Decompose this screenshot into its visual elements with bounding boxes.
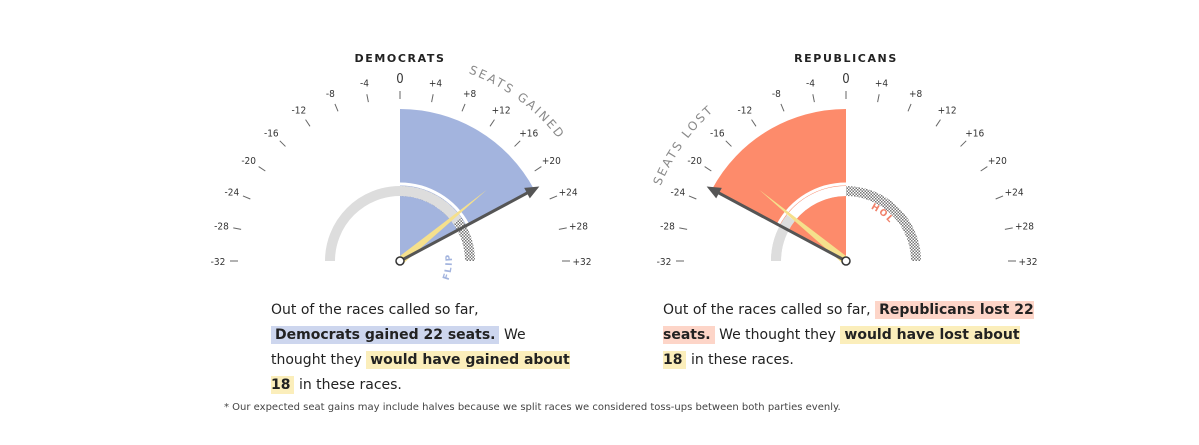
tick-label: -12 [292,106,307,117]
tick-label: -8 [772,89,781,100]
tick-mark [780,103,785,112]
tick-mark [431,94,434,103]
tick-label: +16 [965,128,984,139]
tick-mark [242,195,251,200]
tick-mark [534,166,542,172]
tick-label: +8 [463,89,477,100]
republicans-gauge-panel: REPUBLICANS -32 -28 -24 -20 -16 -12 -8 -4 0 +4 +8 +1… [442,0,1046,400]
tick-label: -32 [657,257,672,268]
gauge-pivot [841,256,851,266]
tick-mark [1004,227,1013,230]
expected-needle [397,189,487,265]
actual-seats-sector [400,109,535,261]
tick-mark [751,119,757,127]
tick-label: +4 [429,78,443,89]
tick-label: +12 [938,106,957,117]
tick-label: 0 [842,72,849,87]
tick-label: +32 [1019,257,1038,268]
tick-label: -28 [660,221,675,232]
inner-track-lower-left [771,214,795,262]
tick-mark [688,195,697,200]
tick-mark [334,103,339,112]
tick-mark [704,166,712,172]
tick-mark [995,195,1004,200]
tick-label: +16 [519,128,538,139]
tick-mark [366,94,369,103]
tick-label: -32 [211,257,226,268]
tick-mark [549,195,558,200]
democrats-gauge-panel: DEMOCRATS -32 -28 -24 -20 -16 -12 -8 -4 0 +4 +8 +12 +… [0,0,600,400]
tick-mark [679,227,688,230]
actual-needle-head [524,186,540,199]
tick-label: -24 [225,187,240,198]
inner-label: FLIP [442,253,455,282]
gauge-pivot [395,256,405,266]
actual-needle [399,189,532,263]
rep-summary-post: in these races. [690,352,794,368]
tick-label: -8 [326,89,335,100]
democrats-summary: Out of the races called so far, Democrat… [271,298,571,398]
tick-mark [907,103,912,112]
tick-label: +24 [559,187,578,198]
tick-mark [233,227,242,230]
tick-label: -16 [710,128,725,139]
actual-seats-sector [711,109,846,261]
democrats-gauge: DEMOCRATS -32 -28 -24 -20 -16 -12 -8 -4 0 +4 +8 +12 +… [211,52,592,282]
actual-needle-head [706,186,722,199]
tick-mark [812,94,815,103]
tick-label: -4 [806,78,815,89]
tick-label: +4 [875,78,889,89]
dem-actual-highlight: Democrats gained 22 seats. [271,326,500,344]
tick-label: -12 [738,106,753,117]
tick-label: -28 [214,221,229,232]
inner-track-positive-hatched [845,186,921,262]
dem-summary-pre: Out of the races called so far, [271,302,479,318]
tick-mark [279,140,286,147]
track-gap [399,182,470,226]
footnote: * Our expected seat gains may include ha… [224,402,841,413]
tick-label: +8 [909,89,923,100]
inner-track-negative [325,186,401,262]
tick-mark [725,140,732,147]
tick-label: -20 [687,156,702,167]
rep-summary-mid: We thought they [719,327,836,343]
inner-track-gap [786,186,847,222]
tick-mark [514,140,521,147]
tick-label: +12 [492,106,511,117]
tick-label: +32 [573,257,592,268]
rep-summary-pre: Out of the races called so far, [663,302,871,318]
tick-mark [960,140,967,147]
tick-label: -4 [360,78,369,89]
republicans-summary: Out of the races called so far, Republic… [663,298,1043,373]
tick-mark [489,119,495,127]
gauge-title: DEMOCRATS [355,52,446,65]
republicans-gauge: REPUBLICANS -32 -28 -24 -20 -16 -12 -8 -4 0 +4 +8 +1… [442,0,1038,268]
tick-mark [258,166,266,172]
tick-label: -20 [241,156,256,167]
tick-mark [980,166,988,172]
tick-label: -24 [671,187,686,198]
gauge-title: REPUBLICANS [794,52,898,65]
tick-mark [305,119,311,127]
dem-summary-post: in these races. [298,377,402,393]
expected-needle [759,189,849,265]
tick-label: -16 [264,128,279,139]
tick-label: +28 [569,221,588,232]
track-gap [776,182,847,226]
tick-mark [558,227,567,230]
tick-mark [935,119,941,127]
tick-mark [461,103,466,112]
tick-label: +20 [542,156,561,167]
tick-label: +20 [988,156,1007,167]
actual-needle [714,189,847,263]
tick-mark [877,94,880,103]
arc-label: SEATS LOST [650,102,716,187]
tick-label: +28 [1015,221,1034,232]
tick-label: 0 [396,72,403,87]
dem-summary-mid: We thought they [271,327,526,368]
tick-label: +24 [1005,187,1024,198]
